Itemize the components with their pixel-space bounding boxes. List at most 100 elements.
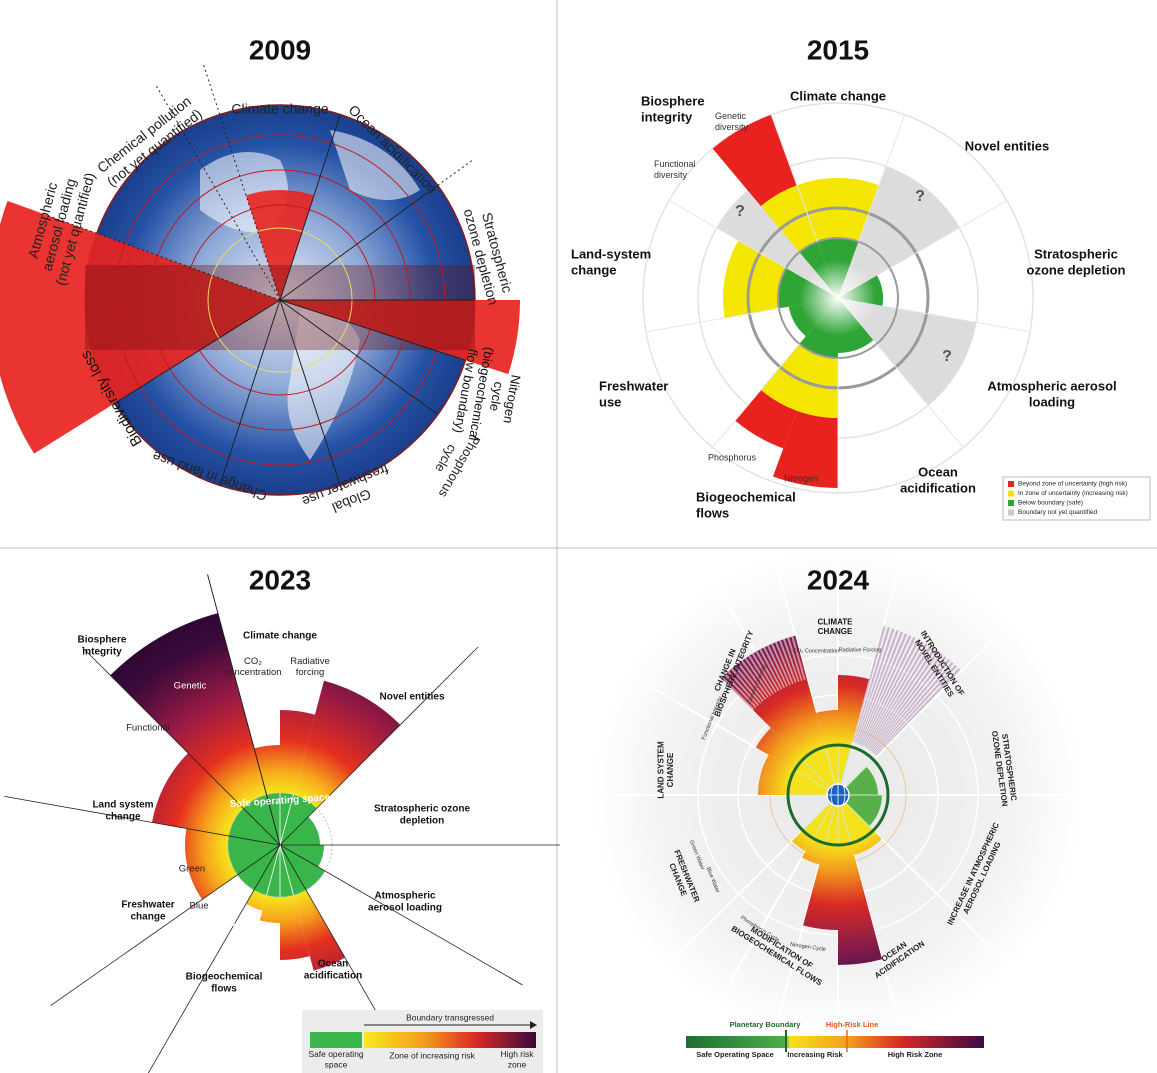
- sector-line: [840, 806, 852, 844]
- sector-line: [147, 844, 281, 1073]
- label-line: Zone of increasing risk: [389, 1050, 475, 1060]
- legend-box: [1002, 476, 1151, 521]
- panel-title: 2009: [249, 34, 311, 65]
- sector-line: [846, 759, 874, 787]
- label-line: ?: [915, 188, 925, 205]
- label-line: Planetary Boundary: [730, 1020, 802, 1029]
- label: Functional: [126, 723, 170, 734]
- label-line: Radiative Forcing: [839, 647, 882, 653]
- wedge: [712, 114, 797, 207]
- label-line: change: [130, 912, 165, 923]
- stripe: [867, 648, 936, 750]
- stripe: [787, 637, 803, 681]
- label-line: Safe operating: [308, 1049, 364, 1059]
- label: Phosphorus: [708, 452, 757, 462]
- label-line: concentration: [224, 667, 281, 678]
- risk-wedge: [758, 755, 838, 795]
- overlay-band: [85, 265, 475, 350]
- legend-swatch: [364, 1032, 536, 1048]
- sector-line: [717, 837, 814, 1004]
- sector-line: [629, 674, 796, 771]
- label-line: LAND SYSTEM: [656, 741, 665, 799]
- label-line: Boundary transgressed: [406, 1012, 494, 1022]
- risk-wedge: [838, 795, 882, 855]
- safe-wedge: [280, 845, 324, 867]
- label-line: Phosphorus: [708, 452, 757, 462]
- legend-bar: [686, 1036, 984, 1048]
- label-line: Green: [179, 864, 205, 875]
- safe-wedge: [838, 766, 878, 795]
- label: Nitrogen: [784, 473, 818, 483]
- sector-line: [279, 114, 341, 301]
- sector-line: [802, 803, 830, 831]
- globe-icon-lines: [827, 784, 849, 806]
- stripe: [737, 662, 767, 700]
- label-line: diversity: [715, 122, 749, 132]
- sector-line: [114, 299, 281, 404]
- sector-line: [50, 844, 281, 1006]
- label-line: High Risk Zone: [888, 1050, 943, 1059]
- label-line: Beyond zone of uncertainty (high risk): [1018, 481, 1127, 488]
- label-line: flows: [211, 984, 237, 995]
- label-line: Nitrogen: [784, 473, 818, 483]
- stripe: [724, 673, 757, 708]
- stripe: [874, 664, 957, 755]
- transgressed-wedge: [280, 300, 520, 375]
- label-line: CHANGE: [818, 627, 853, 636]
- safe-wedge: [227, 793, 326, 898]
- label-line: Novel entities: [965, 138, 1050, 153]
- label: Nitrogen Cycle: [790, 942, 827, 953]
- sector-line: [279, 794, 294, 846]
- wedge: [838, 298, 976, 406]
- stripe: [782, 638, 800, 682]
- label-line: Climate change: [231, 101, 328, 117]
- label-line: Biogeochemical: [186, 972, 263, 983]
- sector-line: [770, 114, 818, 242]
- stripe: [748, 655, 775, 695]
- sector-line: [840, 746, 852, 784]
- stripe: [872, 658, 951, 753]
- sector-line: [279, 184, 439, 301]
- sector-line: [824, 806, 836, 844]
- stripe: [791, 636, 806, 680]
- label: Blue: [189, 901, 208, 912]
- risk-wedge: [755, 727, 838, 795]
- legend-swatch: [1008, 500, 1014, 506]
- stripe: [852, 625, 886, 743]
- high-risk-ring: [769, 726, 907, 864]
- label: Climate change: [243, 631, 317, 642]
- label-line: Climate change: [243, 631, 317, 642]
- label: Radiative Forcing: [839, 647, 882, 653]
- safe-wedge: [280, 793, 317, 845]
- stripe: [871, 656, 947, 752]
- label-line: forcing: [296, 667, 325, 678]
- label-line: CO₂ Concentration: [793, 648, 839, 654]
- label-line: cycle: [487, 381, 507, 413]
- label-line: ozone depletion: [1027, 262, 1126, 277]
- legend-swatch: [1008, 490, 1014, 497]
- risk-wedge: [802, 795, 838, 865]
- label: Novel entities: [379, 692, 444, 703]
- sector-line: [266, 844, 281, 896]
- stripe: [744, 657, 772, 697]
- stripe: [751, 653, 777, 693]
- safe-wedge: [838, 795, 882, 827]
- glow: [800, 260, 876, 336]
- stripe: [854, 628, 895, 743]
- sector-line: [154, 83, 281, 301]
- label-line: Freshwater: [599, 379, 668, 394]
- label-line: acidification: [900, 480, 976, 495]
- label-line: CLIMATE: [818, 617, 854, 626]
